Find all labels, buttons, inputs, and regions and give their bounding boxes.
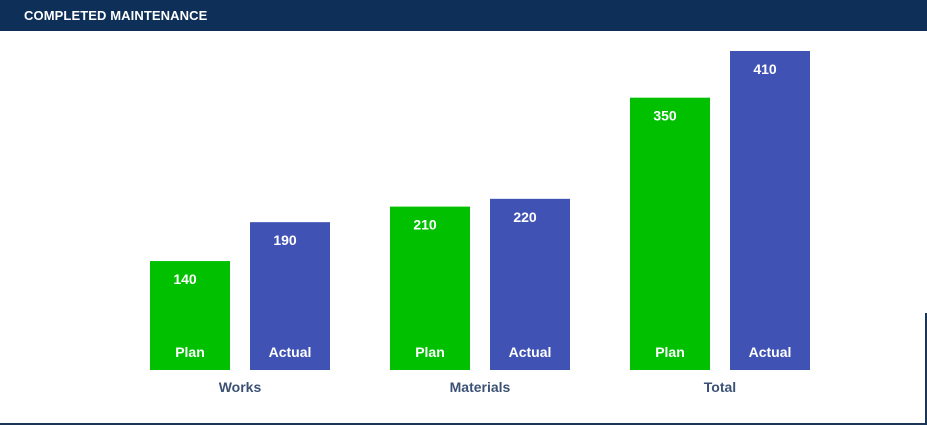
series-label-total-actual: Actual — [749, 344, 792, 360]
bar-materials-plan[interactable] — [390, 206, 470, 370]
series-label-works-plan: Plan — [175, 344, 205, 360]
bar-total-actual[interactable] — [730, 51, 810, 370]
category-label-total: Total — [704, 379, 736, 395]
bar-group-materials: 210 Plan 220 Actual Materials — [390, 198, 570, 395]
value-label-total-actual: 410 — [753, 61, 777, 77]
panel-header: COMPLETED MAINTENANCE — [0, 0, 927, 31]
value-label-materials-actual: 220 — [513, 209, 537, 225]
value-label-total-plan: 350 — [653, 108, 677, 124]
bar-total-plan[interactable] — [630, 97, 710, 371]
bar-materials-actual[interactable] — [490, 198, 570, 370]
bar-works-actual[interactable] — [250, 222, 330, 370]
series-label-materials-actual: Actual — [509, 344, 552, 360]
bar-group-works: 140 Plan 190 Actual Works — [150, 222, 330, 395]
series-label-materials-plan: Plan — [415, 344, 445, 360]
value-label-materials-plan: 210 — [413, 217, 437, 233]
value-label-works-actual: 190 — [273, 232, 297, 248]
value-label-works-plan: 140 — [173, 271, 197, 287]
bar-works-plan[interactable] — [150, 261, 230, 370]
series-label-total-plan: Plan — [655, 344, 685, 360]
bar-group-total: 350 Plan 410 Actual Total — [630, 51, 810, 395]
panel-border-right — [925, 313, 927, 425]
category-label-materials: Materials — [450, 379, 511, 395]
panel-border-bottom — [0, 423, 927, 425]
category-label-works: Works — [219, 379, 262, 395]
series-label-works-actual: Actual — [269, 344, 312, 360]
panel-title: COMPLETED MAINTENANCE — [24, 8, 208, 23]
